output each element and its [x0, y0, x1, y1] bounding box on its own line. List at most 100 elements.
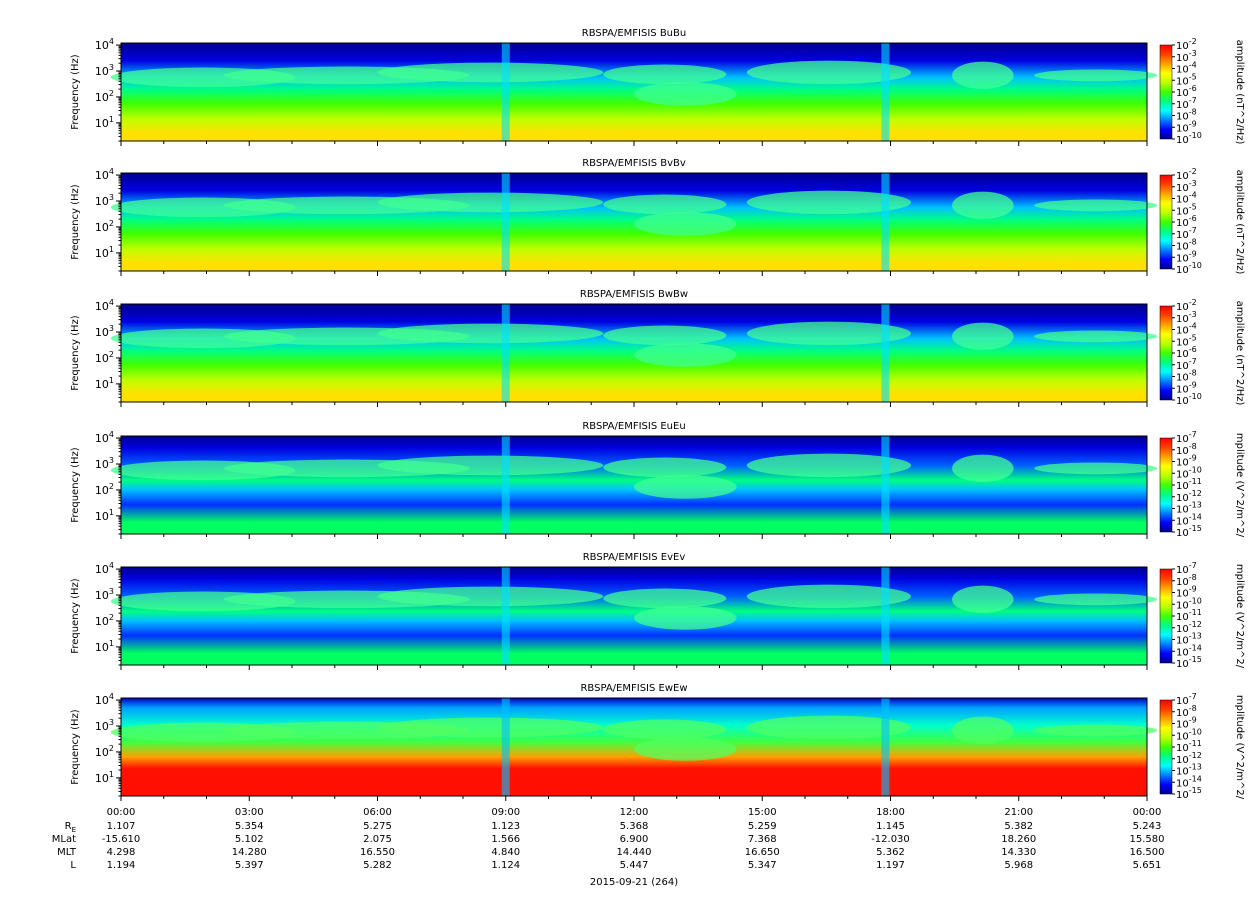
y-tick-label: 103 — [95, 718, 114, 733]
wave-feature — [952, 191, 1014, 220]
perigee-feature — [881, 304, 890, 402]
wave-feature — [746, 60, 912, 85]
y-tick-label: 103 — [95, 456, 114, 471]
wave-feature — [1034, 724, 1158, 737]
colorbar: 10-210-310-410-510-610-710-810-910-10 amp… — [1159, 167, 1245, 276]
wave-feature — [603, 719, 727, 740]
y-tick-label: 104 — [95, 692, 114, 707]
wave-feature — [1034, 462, 1158, 475]
colorbar: 10-710-810-910-1010-1110-1210-1310-1410-… — [1159, 692, 1245, 801]
y-tick-label: 102 — [95, 744, 114, 759]
ephemeris-value: 5.368 — [620, 821, 649, 832]
perigee-feature — [881, 173, 890, 271]
colorbar: 10-210-310-410-510-610-710-810-910-10 amp… — [1159, 37, 1245, 146]
ephemeris-value: -12.030 — [871, 834, 910, 845]
y-tick-label: 101 — [95, 245, 114, 260]
ephemeris-value: 14.280 — [232, 847, 267, 858]
colorbar-tick-label: 10-3 — [1176, 49, 1197, 64]
colorbar-tick-label: 10-4 — [1176, 322, 1197, 337]
y-tick-label: 104 — [95, 167, 114, 182]
y-tick-label: 101 — [95, 508, 114, 523]
ephemeris-value: 7.368 — [748, 834, 777, 845]
wave-feature — [603, 64, 727, 85]
wave-feature — [1034, 330, 1158, 343]
ephemeris-value: 5.243 — [1133, 821, 1162, 832]
colorbar-tick-label: 10-9 — [1176, 585, 1197, 600]
y-tick-label: 101 — [95, 770, 114, 785]
colorbar-label: mplitude (V^2/m^2/ — [1234, 433, 1245, 538]
y-axis-label: Frequency (Hz) — [70, 709, 81, 785]
ephemeris-value: 1.123 — [491, 821, 520, 832]
ephemeris-value: 1.197 — [876, 860, 905, 871]
colorbar-tick-label: 10-15 — [1176, 786, 1202, 801]
colorbar-tick-label: 10-10 — [1176, 392, 1202, 407]
wave-feature — [377, 192, 604, 213]
perigee-feature — [501, 304, 510, 402]
colorbar-tick-label: 10-4 — [1176, 61, 1197, 76]
ephemeris-value: 5.259 — [748, 821, 777, 832]
colorbar-tick-label: 10-8 — [1176, 238, 1197, 253]
colorbar-tick-label: 10-8 — [1176, 573, 1197, 588]
colorbar-tick-label: 10-12 — [1176, 620, 1202, 635]
colorbar-tick-label: 10-7 — [1176, 430, 1197, 445]
colorbar-tick-label: 10-7 — [1176, 692, 1197, 707]
colorbar-tick-label: 10-13 — [1176, 763, 1202, 778]
colorbar-tick-label: 10-3 — [1176, 179, 1197, 194]
wave-feature — [634, 737, 737, 761]
x-tick-label: 03:00 — [235, 807, 264, 818]
colorbar-gradient — [1159, 699, 1173, 795]
colorbar-tick-label: 10-11 — [1176, 608, 1202, 623]
colorbar-tick-label: 10-10 — [1176, 131, 1202, 146]
y-tick-label: 104 — [95, 561, 114, 576]
colorbar-tick-label: 10-10 — [1176, 596, 1202, 611]
perigee-feature — [881, 43, 890, 141]
panel-title: RBSPA/EMFISIS EvEv — [583, 552, 686, 563]
colorbar-tick-label: 10-10 — [1176, 727, 1202, 742]
colorbar-tick-label: 10-11 — [1176, 477, 1202, 492]
panel-title: RBSPA/EMFISIS BuBu — [582, 28, 686, 39]
colorbar-tick-label: 10-7 — [1176, 561, 1197, 576]
ephemeris-value: 5.968 — [1004, 860, 1033, 871]
panel-1: RBSPA/EMFISIS BuBu Frequency (Hz) 101 102 10… — [70, 28, 1245, 146]
ephemeris-value: 14.330 — [1001, 847, 1036, 858]
y-tick-label: 102 — [95, 219, 114, 234]
colorbar-tick-label: 10-2 — [1176, 37, 1197, 52]
panel-6: RBSPA/EMFISIS EwEw Frequency (Hz) 101 102 10… — [70, 683, 1245, 801]
spectrogram-image — [121, 173, 1147, 271]
colorbar-tick-label: 10-8 — [1176, 369, 1197, 384]
wave-feature — [952, 322, 1014, 351]
ephemeris-value: 2.075 — [363, 834, 392, 845]
colorbar-tick-label: 10-9 — [1176, 380, 1197, 395]
colorbar-tick-label: 10-10 — [1176, 465, 1202, 480]
panel-title: RBSPA/EMFISIS BwBw — [580, 289, 688, 300]
y-tick-label: 103 — [95, 193, 114, 208]
y-tick-label: 101 — [95, 115, 114, 130]
colorbar-gradient — [1159, 305, 1173, 401]
date-label: 2015-09-21 (264) — [590, 877, 678, 888]
wave-feature — [634, 82, 737, 106]
ephemeris-value: 1.124 — [491, 860, 520, 871]
x-axis: 00:00 03:00 06:00 09:00 12:00 15:00 18:00 21:00… — [52, 807, 1165, 888]
panel-title: RBSPA/EMFISIS BvBv — [582, 158, 686, 169]
x-tick-label: 18:00 — [876, 807, 905, 818]
ephemeris-value: 5.275 — [363, 821, 392, 832]
colorbar-tick-label: 10-6 — [1176, 84, 1197, 99]
ephemeris-value: 5.397 — [235, 860, 264, 871]
colorbar-tick-label: 10-9 — [1176, 249, 1197, 264]
ephemeris-value: 4.840 — [491, 847, 520, 858]
spectrogram-image — [121, 43, 1147, 141]
y-axis-label: Frequency (Hz) — [70, 54, 81, 130]
colorbar-tick-label: 10-7 — [1176, 226, 1197, 241]
colorbar: 10-710-810-910-1010-1110-1210-1310-1410-… — [1159, 561, 1245, 670]
perigee-feature — [501, 567, 510, 665]
wave-feature — [746, 321, 912, 346]
colorbar-tick-label: 10-9 — [1176, 716, 1197, 731]
panel-2: RBSPA/EMFISIS BvBv Frequency (Hz) 101 102 10… — [70, 158, 1245, 276]
wave-feature — [952, 585, 1014, 614]
colorbar-tick-label: 10-12 — [1176, 751, 1202, 766]
wave-feature — [746, 584, 912, 609]
wave-feature — [952, 716, 1014, 745]
ephemeris-value: 1.107 — [107, 821, 136, 832]
y-tick-label: 102 — [95, 613, 114, 628]
ephemeris-value: -15.610 — [102, 834, 141, 845]
